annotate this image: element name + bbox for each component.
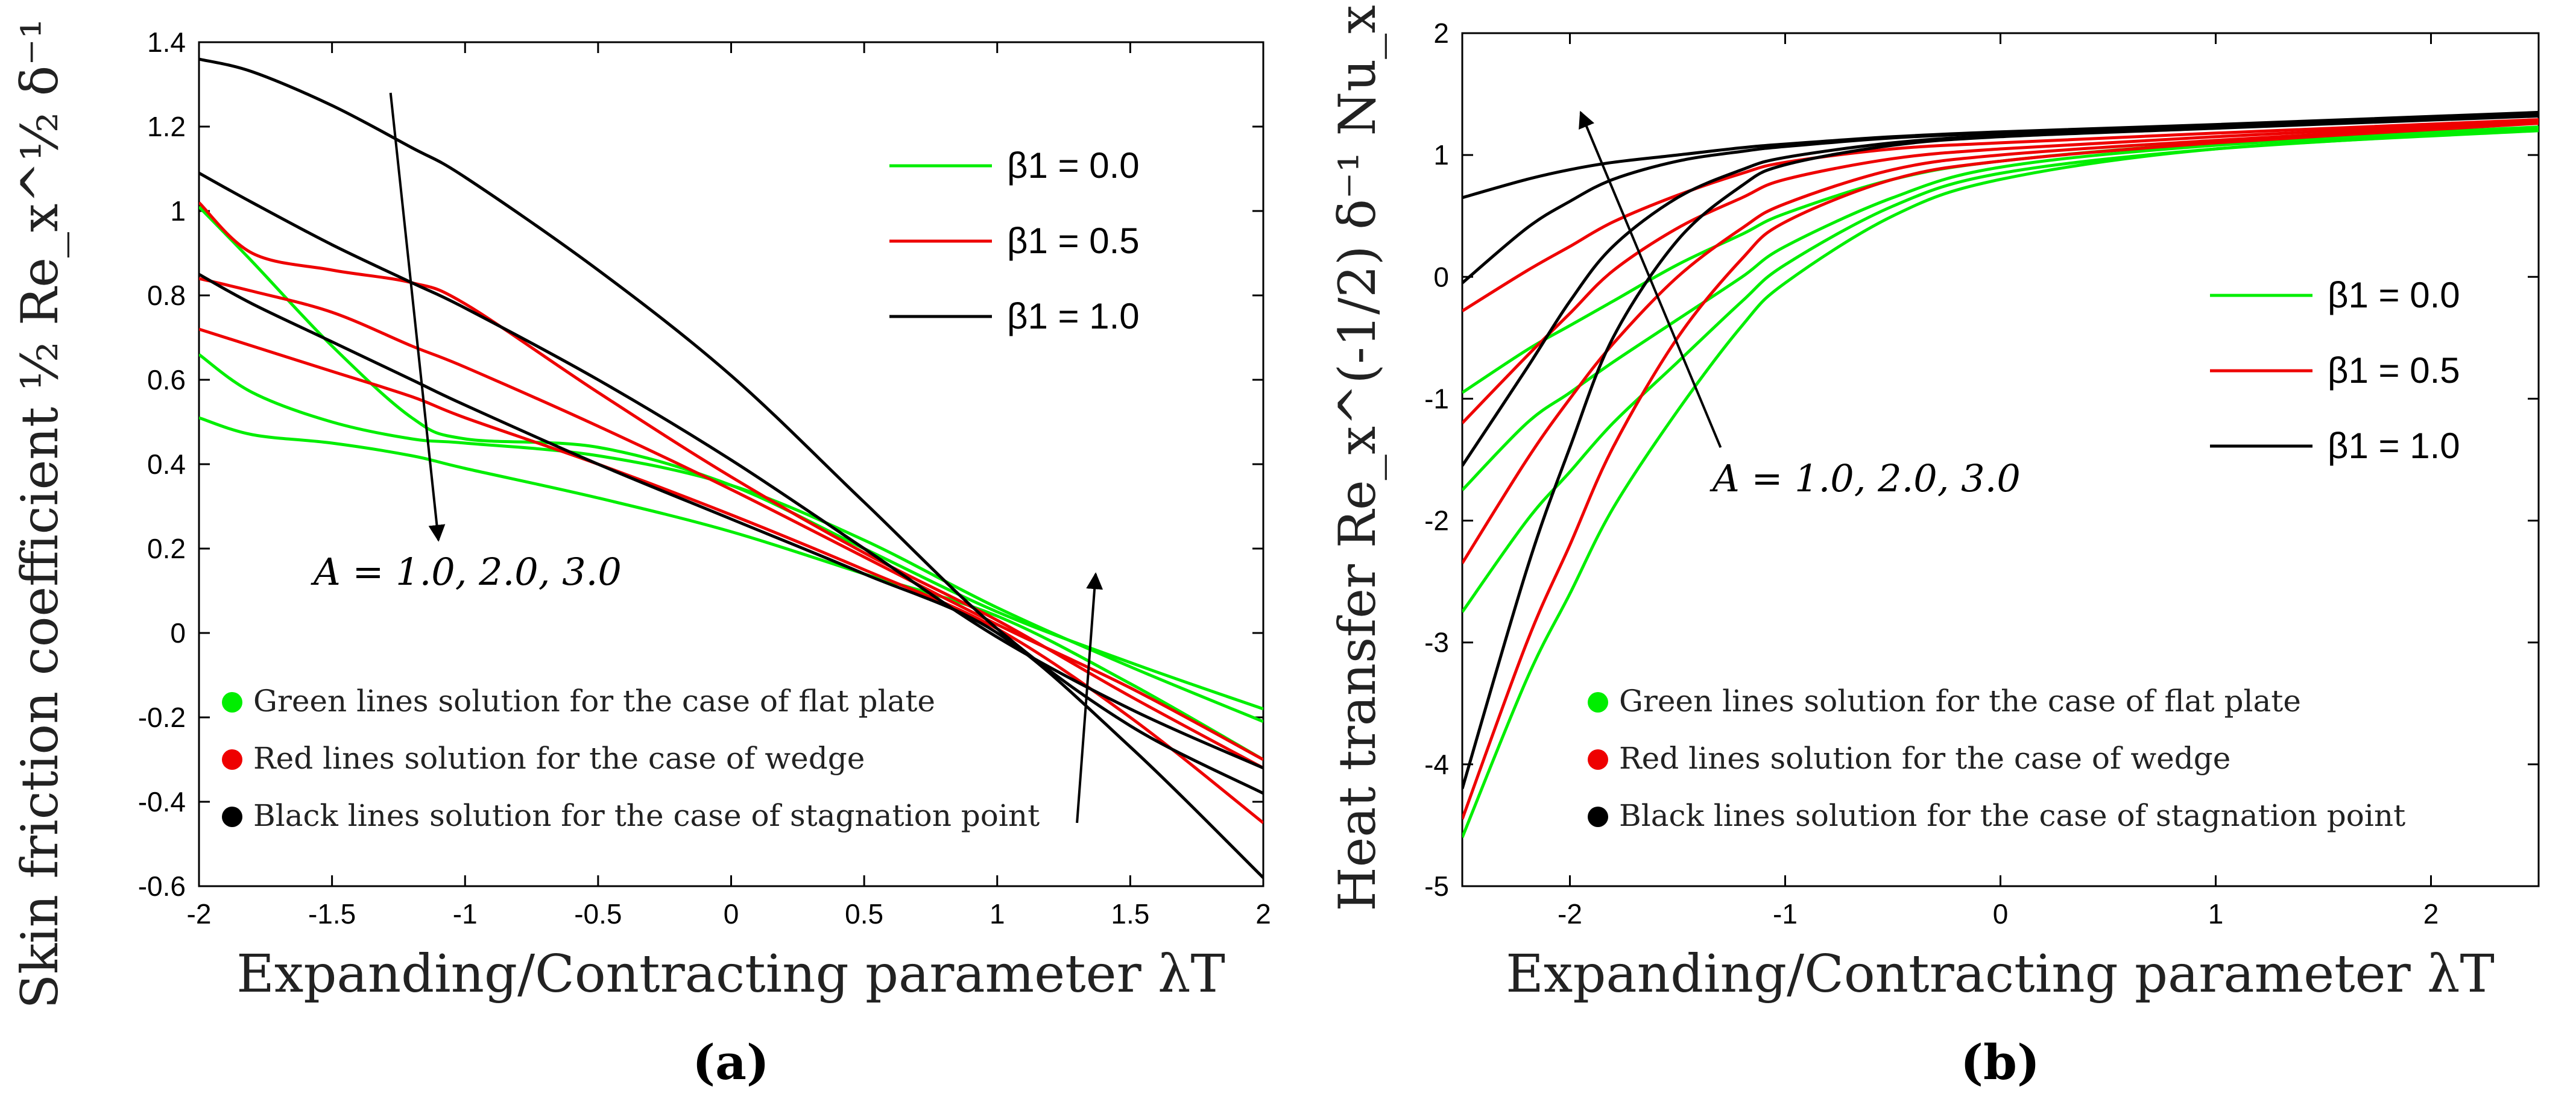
y-tick-label: -0.2	[138, 702, 186, 733]
note-label: Green lines solution for the case of fla…	[253, 684, 935, 719]
y-tick-label: 0.2	[147, 533, 186, 564]
annotation-label: A = 1.0, 2.0, 3.0	[1709, 456, 2021, 500]
note-label: Black lines solution for the case of sta…	[253, 798, 1040, 833]
y-tick-label: -5	[1424, 870, 1449, 902]
note-label: Black lines solution for the case of sta…	[1619, 798, 2405, 833]
y-tick-label: 0.4	[147, 449, 186, 480]
subfigure-label: (b)	[1960, 1034, 2040, 1091]
y-tick-label: 0.8	[147, 280, 186, 311]
series-line	[1462, 119, 2539, 424]
annotation-arrow	[389, 92, 446, 542]
note-dot	[222, 807, 242, 827]
x-tick-label: 1	[2208, 898, 2224, 930]
note-label: Green lines solution for the case of fla…	[1619, 684, 2301, 719]
series-line	[199, 353, 1263, 723]
x-tick-label: 0.5	[845, 898, 883, 930]
series-line	[199, 327, 1263, 824]
legend-label: β1 = 1.0	[1007, 296, 1140, 336]
x-tick-label: -1.5	[308, 898, 356, 930]
note-label: Red lines solution for the case of wedge	[253, 741, 865, 776]
note-dot	[222, 749, 242, 770]
y-tick-label: -4	[1424, 749, 1449, 780]
y-axis-label: Heat transfer Re_x^(-1/2) δ⁻¹ Nu_x	[1328, 5, 1387, 911]
y-tick-label: 1.4	[147, 27, 186, 58]
panel-b: -2 -1 0 1 2 -5 -4 -3 -2 -1 0 1 2 Expanding/Contractin…	[1328, 5, 2540, 1091]
x-axis-label: Expanding/Contracting parameter λT	[1506, 944, 2495, 1004]
y-axis-label: Skin friction coefficient ½ Re_x^½ δ⁻¹ C…	[10, 0, 69, 1009]
panel-a: -2 -1.5 -1 -0.5 0 0.5 1 1.5 2 -0.6 -0.4 -0.2 0 0.2 0.4…	[10, 0, 1271, 1091]
series-line	[199, 277, 1263, 761]
series-group	[199, 57, 1263, 879]
legend-label: β1 = 1.0	[2328, 426, 2460, 466]
x-tick-label: 2	[2423, 898, 2439, 930]
y-tick-label: 1	[170, 195, 186, 227]
x-tick-label: -0.5	[574, 898, 622, 930]
y-tick-label: 0.6	[147, 364, 186, 395]
x-tick-label: 2	[1255, 898, 1271, 930]
y-tick-label: -2	[1424, 505, 1449, 537]
series-line	[199, 272, 1263, 879]
legend-label: β1 = 0.0	[1007, 145, 1140, 186]
y-tick-label: 2	[1433, 17, 1449, 49]
series-line	[199, 57, 1263, 795]
legend-label: β1 = 0.5	[2328, 350, 2460, 391]
series-line	[1462, 128, 2539, 613]
subfigure-label: (a)	[692, 1034, 769, 1091]
y-tick-label: -3	[1424, 627, 1449, 658]
x-tick-label: -2	[187, 898, 212, 930]
series-line	[1462, 121, 2539, 564]
y-tick-label: -0.6	[138, 870, 186, 902]
legend-label: β1 = 0.5	[1007, 221, 1140, 261]
note-label: Red lines solution for the case of wedge	[1619, 741, 2230, 776]
note-dot	[1588, 749, 1608, 770]
series-line	[1462, 118, 2539, 313]
note-dot	[1588, 807, 1608, 827]
note-dot	[1588, 692, 1608, 713]
x-tick-label: 0	[1993, 898, 2009, 930]
x-tick-label: 1	[990, 898, 1005, 930]
y-tick-label: 1	[1433, 139, 1449, 171]
series-line	[1462, 110, 2539, 200]
y-tick-label: 0	[1433, 261, 1449, 292]
y-tick-label: 0	[170, 617, 186, 649]
x-tick-label: -2	[1558, 898, 1582, 930]
x-tick-label: -1	[453, 898, 478, 930]
series-line	[1462, 122, 2539, 820]
annotation-arrow	[1076, 572, 1103, 823]
x-tick-label: 0	[724, 898, 739, 930]
annotation-label: A = 1.0, 2.0, 3.0	[311, 550, 622, 594]
series-line	[199, 416, 1263, 761]
series-line	[199, 171, 1263, 770]
note-dot	[222, 692, 242, 713]
x-tick-label: -1	[1773, 898, 1798, 930]
series-line	[199, 206, 1263, 711]
y-tick-label: 1.2	[147, 111, 186, 142]
x-tick-label: 1.5	[1111, 898, 1149, 930]
annotation-arrow	[1579, 110, 1722, 449]
series-line	[1462, 127, 2539, 491]
series-group	[1462, 110, 2539, 839]
y-tick-label: -1	[1424, 383, 1449, 414]
x-axis-label: Expanding/Contracting parameter λT	[236, 944, 1225, 1004]
y-tick-label: -0.4	[138, 786, 186, 817]
legend-label: β1 = 0.0	[2328, 275, 2460, 315]
